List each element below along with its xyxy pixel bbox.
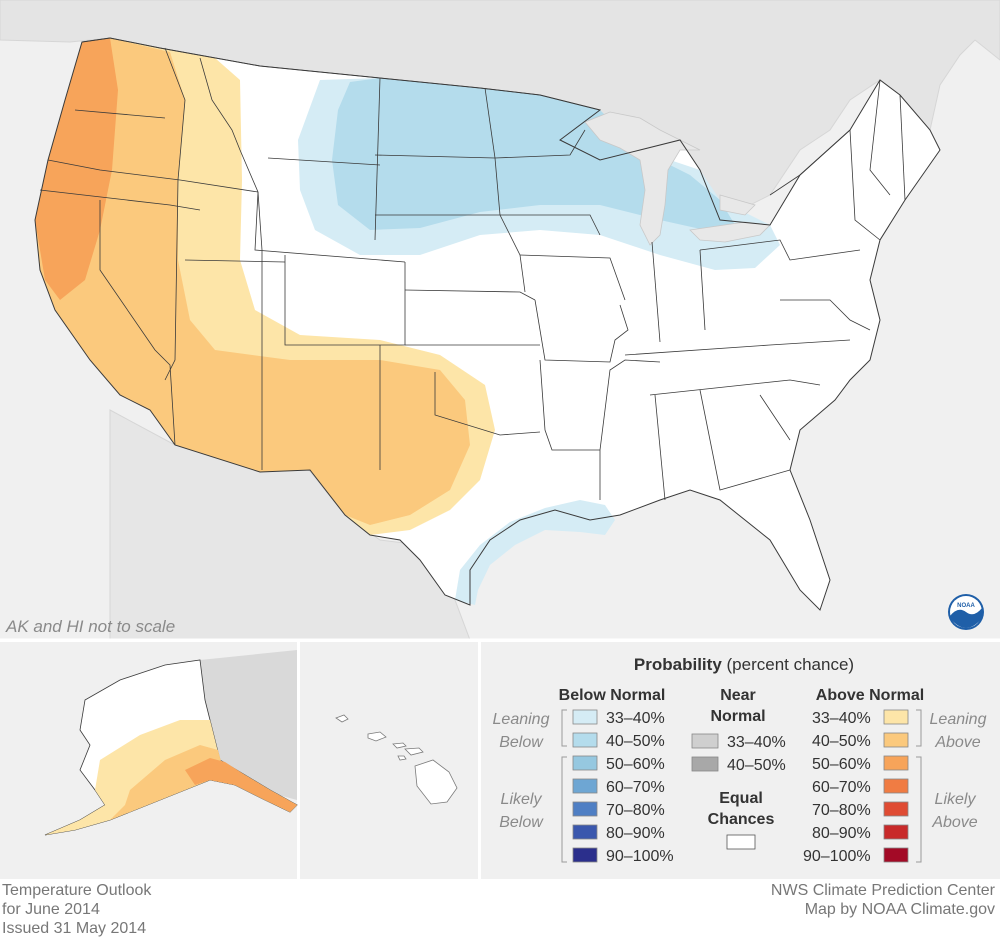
likely-above-label-1: Likely (935, 791, 977, 808)
equal-chances-label-2: Chances (708, 811, 775, 828)
footer-issued: Issued 31 May 2014 (2, 920, 146, 937)
leaning-below-label-2: Below (499, 734, 544, 751)
svg-text:70–80%: 70–80% (812, 802, 871, 819)
leaning-above-label-2: Above (934, 734, 980, 751)
leaning-above-label-1: Leaning (930, 711, 987, 728)
likely-below-label-1: Likely (501, 791, 543, 808)
likely-above-label-2: Above (931, 814, 977, 831)
near-normal-header-2: Normal (710, 708, 765, 725)
near-item-1: 33–40% (691, 733, 786, 751)
conus-outline (34, 37, 941, 611)
svg-text:80–90%: 80–90% (606, 825, 665, 842)
footer-credit: Map by NOAA Climate.gov (805, 901, 995, 918)
svg-text:80–90%: 80–90% (812, 825, 871, 842)
svg-text:40–50%: 40–50% (606, 733, 665, 750)
above-item-5: 70–80% (812, 801, 909, 819)
near-normal-header-1: Near (720, 687, 756, 704)
below-item-6: 80–90% (572, 824, 665, 842)
above-item-1: 33–40% (812, 709, 909, 727)
alaska-inset (0, 642, 298, 879)
above-item-3: 50–60% (812, 755, 909, 773)
below-item-4: 60–70% (572, 778, 665, 796)
svg-text:70–80%: 70–80% (606, 802, 665, 819)
below-item-1: 33–40% (572, 709, 665, 727)
svg-text:60–70%: 60–70% (606, 779, 665, 796)
svg-text:40–50%: 40–50% (727, 757, 786, 774)
legend-title: Probability (percent chance) (634, 655, 854, 674)
scale-note: AK and HI not to scale (5, 617, 175, 636)
above-item-6: 80–90% (812, 824, 909, 842)
legend: Probability (percent chance) Below Norma… (481, 642, 1000, 879)
above-item-2: 40–50% (812, 732, 909, 750)
above-normal-header: Above Normal (816, 687, 924, 704)
below-40-50-north (332, 78, 735, 230)
leaning-below-label-1: Leaning (493, 711, 550, 728)
above-item-4: 60–70% (812, 778, 909, 796)
legend-brackets (561, 709, 922, 863)
svg-text:NOAA: NOAA (957, 603, 975, 609)
hawaii-inset (300, 642, 478, 879)
near-item-2: 40–50% (691, 756, 786, 774)
svg-text:50–60%: 50–60% (606, 756, 665, 773)
below-item-2: 40–50% (572, 732, 665, 750)
footer-period: for June 2014 (2, 901, 100, 918)
svg-text:33–40%: 33–40% (606, 710, 665, 727)
below-item-7: 90–100% (572, 847, 674, 865)
svg-text:50–60%: 50–60% (812, 756, 871, 773)
hawaii-islands (335, 714, 458, 805)
above-50-60-region (35, 38, 118, 300)
below-item-3: 50–60% (572, 755, 665, 773)
svg-text:33–40%: 33–40% (727, 734, 786, 751)
footer-title: Temperature Outlook (2, 882, 152, 899)
below-leaning-gulf (455, 500, 615, 605)
equal-chances-label-1: Equal (719, 790, 763, 807)
svg-text:60–70%: 60–70% (812, 779, 871, 796)
svg-text:90–100%: 90–100% (606, 848, 674, 865)
above-item-7: 90–100% (803, 847, 909, 865)
equal-chances-swatch (726, 834, 756, 850)
noaa-logo: NOAA (948, 594, 984, 630)
below-item-5: 70–80% (572, 801, 665, 819)
conus-map-panel: AK and HI not to scale NOAA (0, 0, 1000, 641)
below-normal-header: Below Normal (559, 687, 666, 704)
alaska-above-40-50 (110, 745, 297, 820)
likely-below-label-2: Below (499, 814, 544, 831)
footer: Temperature Outlook for June 2014 Issued… (2, 882, 996, 937)
footer-source: NWS Climate Prediction Center (771, 882, 996, 899)
svg-text:33–40%: 33–40% (812, 710, 871, 727)
svg-text:90–100%: 90–100% (803, 848, 871, 865)
svg-text:40–50%: 40–50% (812, 733, 871, 750)
alaska-above-50-60 (185, 758, 297, 812)
above-40-50-region (35, 38, 470, 525)
